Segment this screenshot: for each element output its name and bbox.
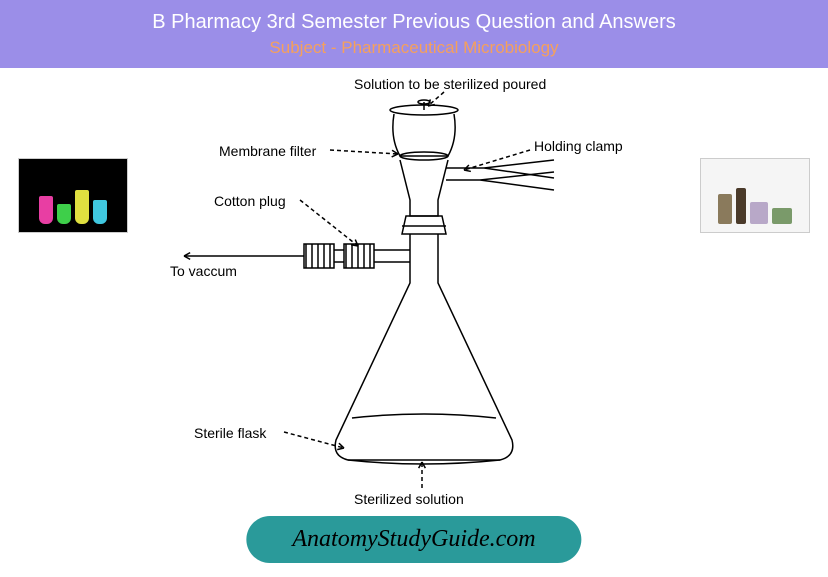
subject-name: Pharmaceutical Microbiology (341, 38, 558, 57)
header-subject: Subject - Pharmaceutical Microbiology (269, 38, 558, 58)
label-holding-clamp: Holding clamp (534, 138, 623, 154)
label-sterile-flask: Sterile flask (194, 425, 266, 441)
header-title: B Pharmacy 3rd Semester Previous Questio… (152, 11, 676, 34)
subject-prefix: Subject - (269, 38, 341, 57)
label-sterilized-solution: Sterilized solution (354, 491, 464, 507)
label-to-vaccum: To vaccum (170, 263, 237, 279)
footer-watermark: AnatomyStudyGuide.com (246, 516, 581, 563)
filtration-diagram: Solution to be sterilized poured Membran… (164, 68, 664, 528)
diagram-svg (164, 68, 664, 528)
page-header: B Pharmacy 3rd Semester Previous Questio… (0, 0, 828, 68)
label-membrane-filter: Membrane filter (219, 143, 316, 159)
label-solution-poured: Solution to be sterilized poured (354, 76, 546, 92)
left-decorative-image (18, 158, 128, 233)
right-decorative-image (700, 158, 810, 233)
label-cotton-plug: Cotton plug (214, 193, 286, 209)
content-area: Solution to be sterilized poured Membran… (0, 68, 828, 528)
